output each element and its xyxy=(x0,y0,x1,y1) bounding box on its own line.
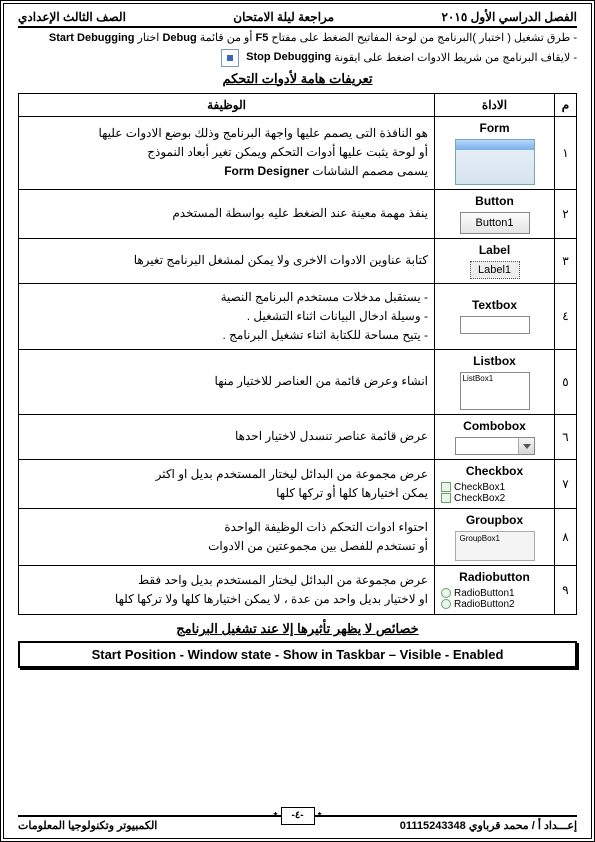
table-row: ٩ Radiobutton RadioButton1 RadioButton2 … xyxy=(19,566,577,615)
intro-text: لايقاف البرنامج من شريط الادوات اضغط على… xyxy=(331,51,570,63)
tool-name: Checkbox xyxy=(441,464,548,478)
page-number: -٤- xyxy=(281,807,315,825)
combobox-icon xyxy=(455,437,535,455)
button-icon: Button1 xyxy=(460,212,530,234)
desc-line: أو تستخدم للفصل بين مجموعتين من الادوات xyxy=(25,537,428,556)
tool-cell: Form xyxy=(435,116,555,189)
tool-name: Listbox xyxy=(441,354,548,368)
tool-cell: Combobox xyxy=(435,415,555,460)
tool-desc: عرض مجموعة من البدائل ليختار المستخدم بد… xyxy=(19,566,435,615)
page-frame: الفصل الدراسي الأول ٢٠١٥ مراجعة ليلة الا… xyxy=(0,0,595,842)
col-num: م xyxy=(555,93,577,116)
tool-desc: احتواء ادوات التحكم ذات الوظيفة الواحدة … xyxy=(19,509,435,566)
intro-text: طرق تشغيل ( اختبار )البرنامج من لوحة الم… xyxy=(268,32,570,44)
footer-right: إعـــداد أ / محمد قرباوي 01115243348 xyxy=(400,819,577,832)
table-row: ٨ Groupbox GroupBox1 احتواء ادوات التحكم… xyxy=(19,509,577,566)
listbox-icon: ListBox1 xyxy=(460,372,530,410)
stop-icon xyxy=(221,49,239,67)
page-header: الفصل الدراسي الأول ٢٠١٥ مراجعة ليلة الا… xyxy=(18,10,577,28)
textbox-icon xyxy=(460,316,530,334)
properties-title: خصائص لا يظهر تأثيرها إلا عند تشغيل البر… xyxy=(18,621,577,637)
radio-label: RadioButton1 xyxy=(454,588,515,599)
groupbox-icon: GroupBox1 xyxy=(455,531,535,561)
cmd-stop-debugging: Stop Debugging xyxy=(246,49,331,66)
tool-desc: - يستقبل مدخلات مستخدم البرنامج النصية -… xyxy=(19,283,435,350)
tool-name: Button xyxy=(441,194,548,208)
tool-desc: عرض مجموعة من البدائل ليختار المستخدم بد… xyxy=(19,460,435,509)
col-desc: الوظيفة xyxy=(19,93,435,116)
table-row: ٧ Checkbox CheckBox1 CheckBox2 عرض مجموع… xyxy=(19,460,577,509)
tool-cell: Checkbox CheckBox1 CheckBox2 xyxy=(435,460,555,509)
tool-desc: هو النافذة التى يصمم عليها واجهة البرنام… xyxy=(19,116,435,189)
table-row: ٤ Textbox - يستقبل مدخلات مستخدم البرنام… xyxy=(19,283,577,350)
header-left: الصف الثالث الإعدادي xyxy=(18,10,126,24)
desc-line: - يتيح مساحة للكتابة اثناء تشغيل البرنام… xyxy=(25,326,428,345)
col-tool: الاداة xyxy=(435,93,555,116)
row-num: ٤ xyxy=(555,283,577,350)
controls-table: م الاداة الوظيفة ١ Form هو النافذة التى … xyxy=(18,93,577,616)
table-row: ١ Form هو النافذة التى يصمم عليها واجهة … xyxy=(19,116,577,189)
radio-label: RadioButton2 xyxy=(454,599,515,610)
tool-desc: عرض قائمة عناصر تنسدل لاختيار احدها xyxy=(19,415,435,460)
table-row: ٣ Label Label1 كتابة عناوين الادوات الاخ… xyxy=(19,238,577,283)
row-num: ٩ xyxy=(555,566,577,615)
tool-cell: Button Button1 xyxy=(435,189,555,238)
checkbox-label: CheckBox2 xyxy=(454,493,505,504)
desc-line: - وسيلة ادخال البيانات اثناء التشغيل . xyxy=(25,307,428,326)
desc-line: أو لوحة يثبت عليها أدوات التحكم ويمكن تغ… xyxy=(25,143,428,162)
intro-text: اختار xyxy=(134,32,159,44)
tool-desc: انشاء وعرض قائمة من العناصر للاختيار منه… xyxy=(19,350,435,415)
intro-line-1: - طرق تشغيل ( اختبار )البرنامج من لوحة ا… xyxy=(18,30,577,47)
header-right: الفصل الدراسي الأول ٢٠١٥ xyxy=(441,10,577,24)
key-f5: F5 xyxy=(255,30,268,47)
tool-name: Label xyxy=(441,243,548,257)
intro-text: أو من قائمة xyxy=(197,32,253,44)
checkbox-icon: CheckBox1 CheckBox2 xyxy=(441,482,548,504)
tool-cell: Listbox ListBox1 xyxy=(435,350,555,415)
row-num: ٦ xyxy=(555,415,577,460)
row-num: ٥ xyxy=(555,350,577,415)
desc-line: او لاختيار بديل واحد من عدة ، لا يمكن اخ… xyxy=(25,590,428,609)
row-num: ١ xyxy=(555,116,577,189)
properties-box: Start Position - Window state - Show in … xyxy=(18,641,577,668)
dropdown-arrow-icon xyxy=(518,438,534,454)
tool-cell: Radiobutton RadioButton1 RadioButton2 xyxy=(435,566,555,615)
intro-line-2: - لايقاف البرنامج من شريط الادوات اضغط ع… xyxy=(18,49,577,67)
desc-line: هو النافذة التى يصمم عليها واجهة البرنام… xyxy=(25,124,428,143)
table-row: ٥ Listbox ListBox1 انشاء وعرض قائمة من ا… xyxy=(19,350,577,415)
tool-name: Groupbox xyxy=(441,513,548,527)
tool-name: Combobox xyxy=(441,419,548,433)
cmd-start-debugging: Start Debugging xyxy=(49,30,135,47)
menu-debug: Debug xyxy=(162,30,196,47)
row-num: ٢ xyxy=(555,189,577,238)
tool-desc: ينفذ مهمة معينة عند الضغط عليه بواسطة ال… xyxy=(19,189,435,238)
row-num: ٧ xyxy=(555,460,577,509)
tool-cell: Label Label1 xyxy=(435,238,555,283)
intro-lines: - طرق تشغيل ( اختبار )البرنامج من لوحة ا… xyxy=(18,30,577,67)
tool-name: Textbox xyxy=(441,298,548,312)
tool-cell: Textbox xyxy=(435,283,555,350)
footer-left: الكمبيوتر وتكنولوجيا المعلومات xyxy=(18,819,157,832)
desc-line: عرض مجموعة من البدائل ليختار المستخدم بد… xyxy=(25,465,428,484)
row-num: ٨ xyxy=(555,509,577,566)
desc-line: عرض مجموعة من البدائل ليختار المستخدم بد… xyxy=(25,571,428,590)
page-footer: إعـــداد أ / محمد قرباوي 01115243348 -٤-… xyxy=(18,815,577,832)
tool-desc: كتابة عناوين الادوات الاخرى ولا يمكن لمش… xyxy=(19,238,435,283)
desc-line: - يستقبل مدخلات مستخدم البرنامج النصية xyxy=(25,288,428,307)
tool-cell: Groupbox GroupBox1 xyxy=(435,509,555,566)
tool-name: Form xyxy=(441,121,548,135)
label-icon: Label1 xyxy=(470,261,520,279)
tool-name: Radiobutton xyxy=(441,570,548,584)
desc-line: يمكن اختيارها كلها أو تركها كلها xyxy=(25,484,428,503)
row-num: ٣ xyxy=(555,238,577,283)
radiobutton-icon: RadioButton1 RadioButton2 xyxy=(441,588,548,610)
checkbox-label: CheckBox1 xyxy=(454,482,505,493)
form-icon xyxy=(455,139,535,185)
section-title: تعريفات هامة لأدوات التحكم xyxy=(18,71,577,87)
desc-line: يسمى مصمم الشاشات Form Designer xyxy=(25,162,428,181)
header-center: مراجعة ليلة الامتحان xyxy=(233,10,334,24)
desc-line: احتواء ادوات التحكم ذات الوظيفة الواحدة xyxy=(25,518,428,537)
table-row: ٢ Button Button1 ينفذ مهمة معينة عند الض… xyxy=(19,189,577,238)
table-row: ٦ Combobox عرض قائمة عناصر تنسدل لاختيار… xyxy=(19,415,577,460)
